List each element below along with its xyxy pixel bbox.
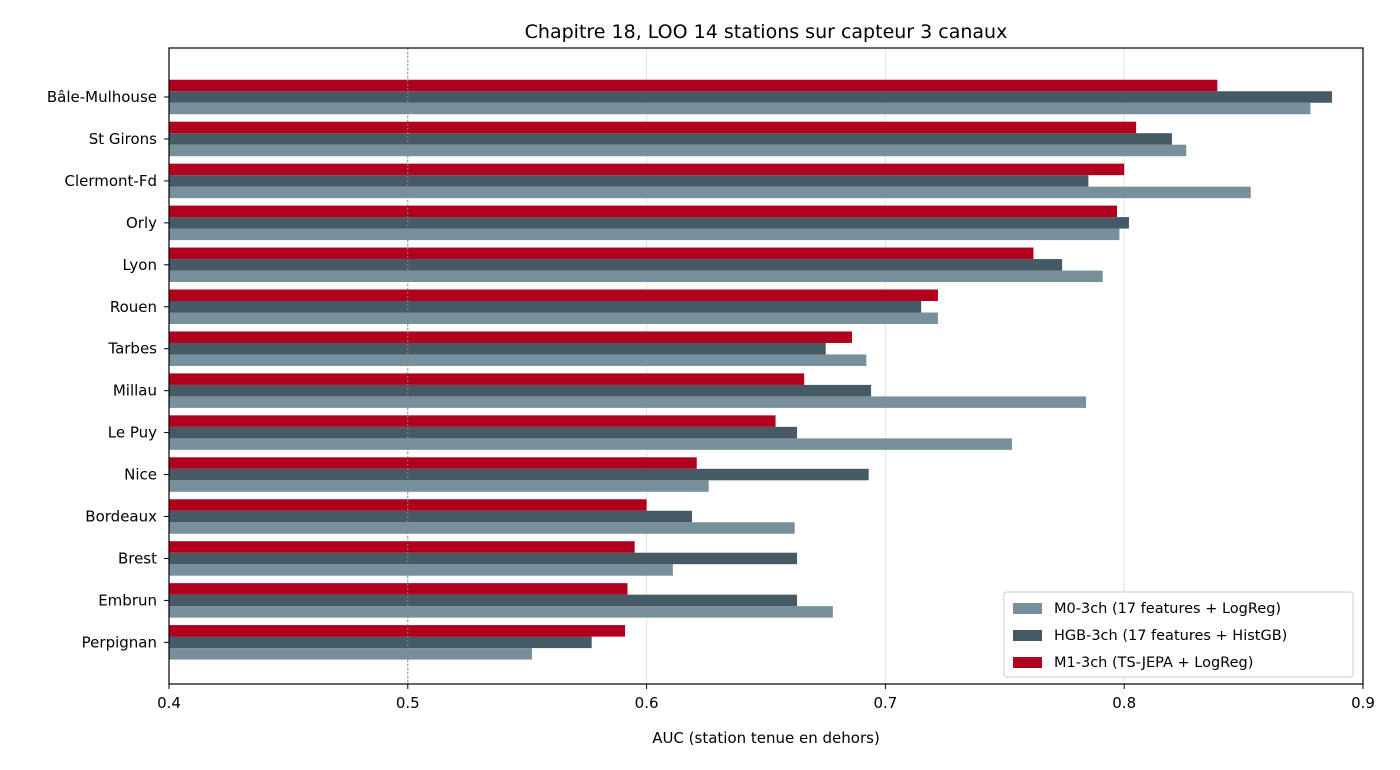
bar bbox=[169, 133, 1172, 145]
plot-frame bbox=[168, 47, 1364, 685]
bar bbox=[169, 247, 1034, 260]
bar bbox=[169, 205, 1118, 218]
bar bbox=[169, 163, 1125, 176]
bar bbox=[169, 354, 867, 366]
y-axis-ticks: Bâle-Mulhouse St Girons Clermont-Fd Orly Lyo… bbox=[47, 88, 169, 651]
bar bbox=[169, 606, 833, 618]
bar bbox=[169, 342, 826, 355]
y-tick-label: Orly bbox=[126, 214, 157, 232]
x-tick-label: 0.7 bbox=[873, 694, 897, 712]
bar bbox=[169, 331, 852, 343]
bars bbox=[169, 79, 1332, 660]
bar bbox=[169, 480, 709, 492]
x-axis-label: AUC (station tenue en dehors) bbox=[652, 729, 880, 747]
legend-swatch bbox=[1013, 657, 1042, 668]
y-tick-label: Embrun bbox=[98, 591, 157, 609]
bar bbox=[169, 457, 697, 469]
y-tick-label: Bâle-Mulhouse bbox=[47, 88, 157, 106]
bar bbox=[169, 121, 1137, 134]
bar bbox=[169, 301, 922, 313]
y-tick-label: Tarbes bbox=[107, 340, 157, 358]
bar bbox=[169, 217, 1129, 229]
bar bbox=[169, 648, 532, 660]
bar bbox=[169, 415, 776, 427]
bar bbox=[169, 552, 798, 565]
bar bbox=[169, 636, 592, 649]
bar bbox=[169, 289, 938, 301]
legend: M0-3ch (17 features + LogReg) HGB-3ch (17… bbox=[1003, 591, 1354, 678]
bar bbox=[169, 564, 673, 576]
bar bbox=[169, 522, 795, 534]
bar bbox=[169, 583, 628, 595]
x-tick-label: 0.5 bbox=[396, 694, 420, 712]
bar bbox=[169, 625, 626, 637]
y-tick-label: Clermont-Fd bbox=[64, 172, 157, 190]
y-tick-label: Nice bbox=[124, 466, 157, 484]
bar bbox=[169, 373, 805, 385]
bar bbox=[169, 186, 1251, 199]
y-tick-label: Millau bbox=[113, 382, 157, 400]
x-tick-label: 0.9 bbox=[1351, 694, 1375, 712]
x-tick-label: 0.6 bbox=[635, 694, 659, 712]
legend-box bbox=[1003, 591, 1354, 678]
bar bbox=[169, 468, 869, 481]
bar bbox=[169, 102, 1311, 115]
legend-label: M1-3ch (TS-JEPA + LogReg) bbox=[1054, 655, 1253, 671]
bar bbox=[169, 79, 1218, 92]
bar bbox=[169, 510, 692, 523]
y-tick-label: Brest bbox=[118, 549, 157, 567]
bar bbox=[169, 426, 798, 439]
bar bbox=[169, 270, 1103, 283]
chart-title: Chapitre 18, LOO 14 stations sur capteur… bbox=[525, 21, 1008, 43]
y-tick-label: St Girons bbox=[89, 130, 157, 148]
bar bbox=[169, 312, 938, 324]
y-tick-label: Lyon bbox=[122, 256, 157, 274]
bar bbox=[169, 228, 1120, 241]
bar bbox=[169, 259, 1063, 271]
bar bbox=[169, 438, 1012, 450]
bar bbox=[169, 541, 635, 553]
legend-swatch bbox=[1013, 630, 1042, 641]
x-axis-ticks: 0.4 0.5 0.6 0.7 0.8 0.9 bbox=[157, 684, 1375, 712]
bar bbox=[169, 175, 1089, 187]
legend-label: HGB-3ch (17 features + HistGB) bbox=[1054, 628, 1287, 644]
x-tick-label: 0.4 bbox=[157, 694, 181, 712]
legend-swatch bbox=[1013, 603, 1042, 614]
y-tick-label: Perpignan bbox=[82, 633, 157, 651]
bar bbox=[169, 384, 872, 397]
y-tick-label: Rouen bbox=[110, 298, 157, 316]
bar bbox=[169, 144, 1187, 157]
bar bbox=[169, 594, 798, 607]
y-tick-label: Bordeaux bbox=[85, 508, 157, 526]
y-tick-label: Le Puy bbox=[108, 424, 157, 442]
bar bbox=[169, 396, 1086, 408]
bar bbox=[169, 91, 1332, 103]
x-tick-label: 0.8 bbox=[1112, 694, 1136, 712]
legend-label: M0-3ch (17 features + LogReg) bbox=[1054, 601, 1281, 617]
